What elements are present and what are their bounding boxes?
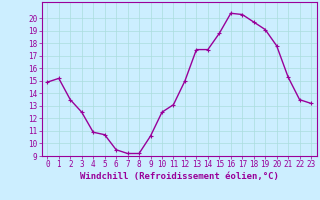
X-axis label: Windchill (Refroidissement éolien,°C): Windchill (Refroidissement éolien,°C) (80, 172, 279, 181)
